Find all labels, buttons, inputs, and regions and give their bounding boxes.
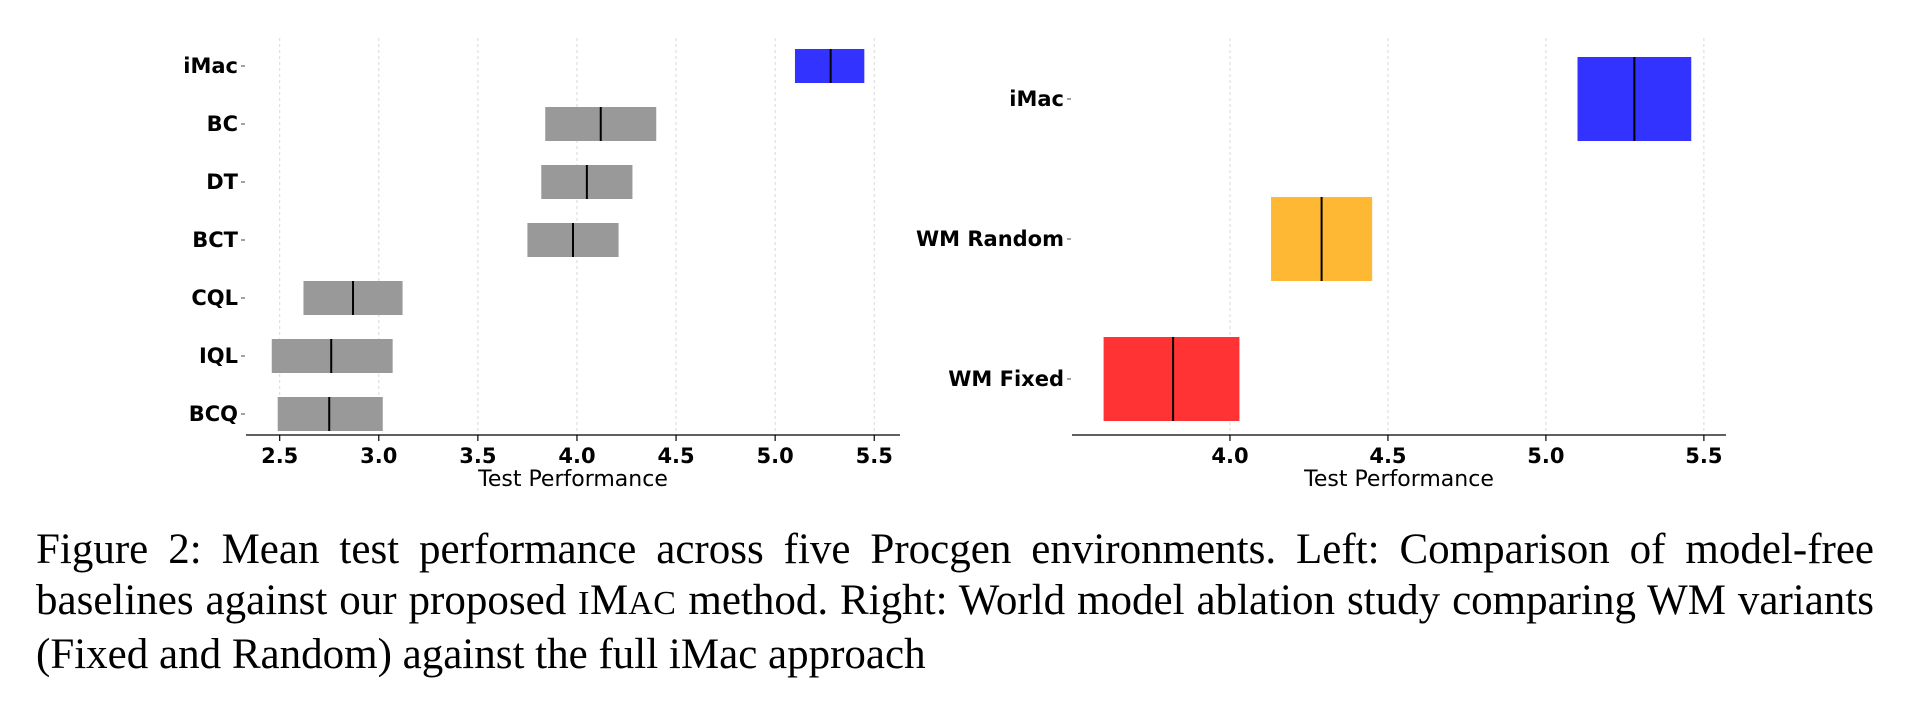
- box-wm-fixed: [1103, 337, 1240, 421]
- xtick-label-5-0: 5.0: [1527, 444, 1564, 468]
- caption-method-first: I: [578, 585, 590, 622]
- category-label-cql: CQL: [191, 286, 238, 310]
- xtick-label-4-0: 4.0: [558, 444, 595, 468]
- category-label-imac: iMac: [1009, 87, 1064, 111]
- category-label-wm-random: WM Random: [916, 227, 1064, 251]
- category-label-dt: DT: [206, 170, 238, 194]
- left-panel-boxplot: iMac BC DT BCT CQL IQL BCQ 2.5 3.0 3.5 4.0 4.5 5.0 5.…: [183, 38, 900, 492]
- category-label-imac: iMac: [183, 54, 238, 78]
- category-label-bct: BCT: [192, 228, 238, 252]
- x-axis-title: Test Performance: [1303, 467, 1494, 492]
- xtick-label-4-5: 4.5: [657, 444, 694, 468]
- xtick-label-5-0: 5.0: [757, 444, 794, 468]
- x-axis-title: Test Performance: [477, 467, 668, 492]
- xtick-label-3-5: 3.5: [459, 444, 496, 468]
- right-panel-boxplot: iMac WM Random WM Fixed 4.0 4.5 5.0 5.5 Test Pe…: [916, 38, 1726, 492]
- xtick-label-5-5: 5.5: [856, 444, 893, 468]
- xtick-label-4-5: 4.5: [1369, 444, 1406, 468]
- category-label-bc: BC: [207, 112, 238, 136]
- xtick-label-2-5: 2.5: [261, 444, 298, 468]
- xtick-label-5-5: 5.5: [1685, 444, 1722, 468]
- caption-method-rest: AC: [628, 585, 677, 622]
- xtick-label-3-0: 3.0: [360, 444, 397, 468]
- caption-suffix: method. Right: World model ablation stud…: [36, 577, 1874, 678]
- caption-method-m: M: [589, 577, 629, 624]
- category-label-iql: IQL: [199, 344, 238, 368]
- caption-prefix: Figure 2: Mean test performance across f…: [36, 526, 1874, 624]
- figure-caption: Figure 2: Mean test performance across f…: [36, 524, 1874, 680]
- category-label-bcq: BCQ: [189, 402, 238, 426]
- category-label-wm-fixed: WM Fixed: [948, 367, 1064, 391]
- xtick-label-4-0: 4.0: [1211, 444, 1248, 468]
